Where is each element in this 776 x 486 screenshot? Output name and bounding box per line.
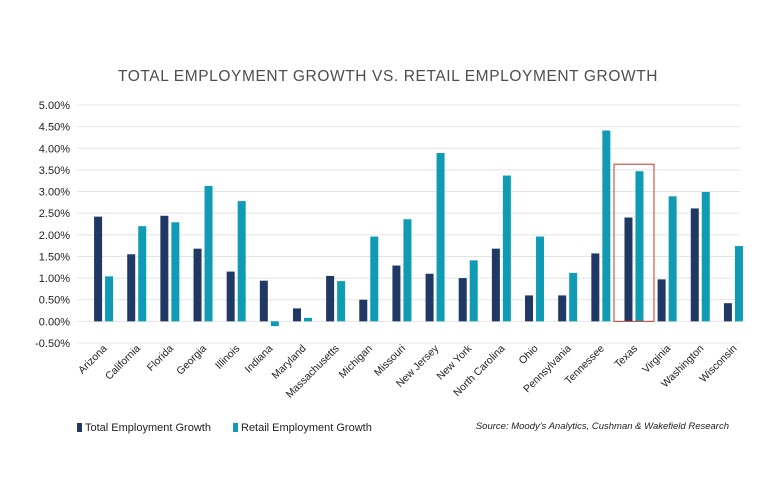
legend-label-total: Total Employment Growth <box>85 422 211 434</box>
y-tick-label: 1.00% <box>39 273 70 285</box>
bar-retail-arizona <box>105 276 114 322</box>
bar-total-ohio <box>525 295 534 322</box>
x-tick-label: California <box>103 343 143 383</box>
y-tick-label: 0.50% <box>39 295 70 307</box>
bar-retail-massachusetts <box>337 281 346 322</box>
legend-swatch-total <box>77 423 82 432</box>
bar-total-michigan <box>359 299 368 322</box>
bar-retail-maryland <box>303 317 312 322</box>
x-tick-label: Michigan <box>337 343 375 381</box>
bar-retail-michigan <box>370 236 379 322</box>
chart-title: TOTAL EMPLOYMENT GROWTH VS. RETAIL EMPLO… <box>118 68 658 85</box>
bar-total-arizona <box>94 216 103 322</box>
y-tick-label: 3.00% <box>39 187 70 199</box>
x-tick-label: Ohio <box>516 343 540 367</box>
bar-total-north-carolina <box>491 248 500 322</box>
bar-total-texas <box>624 217 633 322</box>
x-tick-label: Illinois <box>213 343 242 372</box>
x-tick-label: Virginia <box>640 343 673 376</box>
bar-retail-new-jersey <box>436 153 445 322</box>
bar-total-wisconsin <box>723 303 732 322</box>
bar-retail-ohio <box>536 236 545 322</box>
bar-retail-new-york <box>469 260 478 322</box>
y-tick-label: 2.50% <box>39 208 70 220</box>
y-axis-tick-labels: -0.50% 0.00% 0.50% 1.00% 1.50% 2.00% 2.50% 3.00… <box>35 100 70 350</box>
bar-total-georgia <box>193 248 202 322</box>
source-note: Source: Moody's Analytics, Cushman & Wak… <box>476 421 729 432</box>
bar-retail-california <box>138 226 147 322</box>
bar-retail-missouri <box>403 219 412 322</box>
bar-retail-tennessee <box>602 130 611 322</box>
legend-swatch-retail <box>233 423 238 432</box>
x-tick-label: Florida <box>145 343 176 374</box>
y-tick-label: 3.50% <box>39 165 70 177</box>
bar-total-florida <box>160 215 169 322</box>
highlight-box-texas <box>613 163 655 322</box>
y-tick-label: 2.00% <box>39 230 70 242</box>
bars <box>94 130 743 327</box>
bar-total-washington <box>690 208 699 322</box>
bar-retail-georgia <box>204 185 213 322</box>
bar-retail-wisconsin <box>734 246 743 322</box>
y-tick-label: 4.00% <box>39 143 70 155</box>
bar-total-maryland <box>292 308 301 322</box>
bar-total-missouri <box>392 265 401 322</box>
y-tick-label: 5.00% <box>39 100 70 112</box>
bar-total-illinois <box>226 271 235 322</box>
bar-retail-texas <box>635 171 644 322</box>
legend: Total Employment Growth Retail Employmen… <box>77 422 372 434</box>
bar-total-indiana <box>259 280 268 322</box>
bar-retail-florida <box>171 222 180 322</box>
bar-total-new-york <box>458 278 467 322</box>
bar-total-tennessee <box>591 253 600 322</box>
x-tick-label: Indiana <box>243 343 276 376</box>
y-tick-label: -0.50% <box>35 338 70 350</box>
bar-total-california <box>127 254 136 322</box>
y-tick-label: 0.00% <box>39 316 70 328</box>
bar-retail-virginia <box>668 196 677 322</box>
bar-retail-pennsylvania <box>569 272 578 322</box>
bar-total-pennsylvania <box>558 295 567 322</box>
legend-label-retail: Retail Employment Growth <box>241 422 372 434</box>
x-tick-label: Texas <box>612 343 640 371</box>
bar-retail-north-carolina <box>502 175 511 322</box>
bar-retail-indiana <box>270 321 279 327</box>
y-tick-label: 1.50% <box>39 251 70 263</box>
bar-total-virginia <box>657 279 666 322</box>
bar-total-new-jersey <box>425 273 434 322</box>
y-tick-label: 4.50% <box>39 122 70 134</box>
bar-total-massachusetts <box>326 275 335 322</box>
bar-retail-washington <box>701 191 710 322</box>
bar-retail-illinois <box>237 201 246 322</box>
x-tick-label: Georgia <box>174 343 209 378</box>
